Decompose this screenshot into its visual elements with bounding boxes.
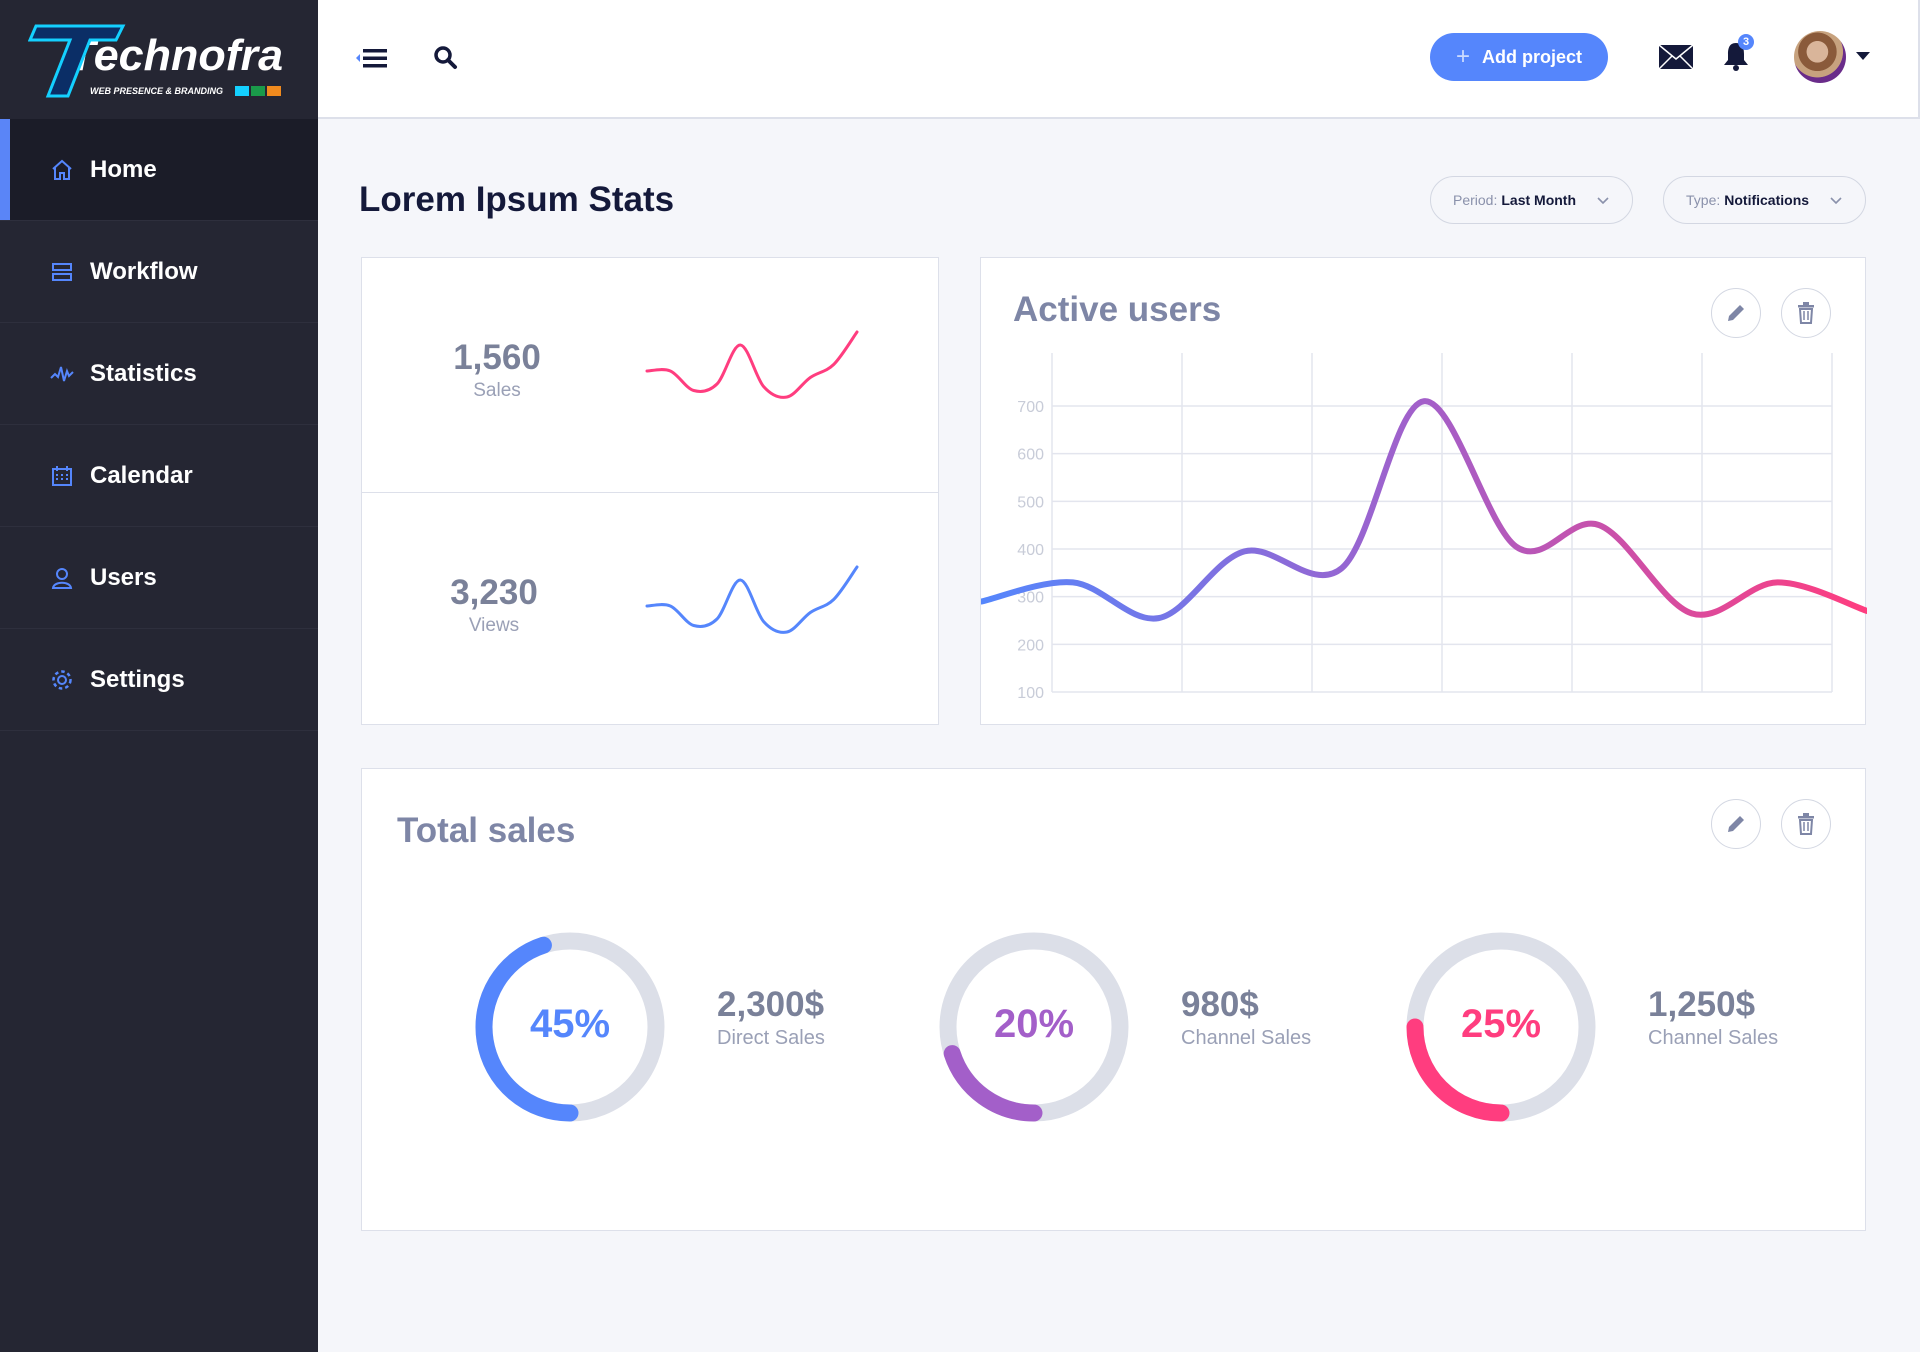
y-tick-label: 400 [1017, 542, 1044, 559]
calendar-icon [52, 465, 72, 486]
y-tick-label: 500 [1017, 494, 1044, 511]
sales-amount: 1,250$ [1648, 985, 1756, 1024]
donut-percent: 20% [993, 1002, 1075, 1046]
search-icon[interactable] [433, 45, 459, 71]
type-value: Notifications [1724, 192, 1810, 208]
trash-icon [1798, 302, 1814, 324]
views-value: 3,230 [450, 573, 538, 612]
y-tick-label: 600 [1017, 447, 1044, 464]
statistics-icon [50, 366, 74, 381]
y-tick-label: 100 [1017, 685, 1044, 702]
gear-icon [52, 669, 72, 690]
menu-toggle-icon[interactable] [356, 47, 388, 69]
mail-icon[interactable] [1658, 44, 1694, 70]
active-users-card: Active users 100 200 300 400 500 600 700 [980, 257, 1867, 725]
delete-button[interactable] [1781, 288, 1831, 338]
brand-tagline: WEB PRESENCE & BRANDING [90, 86, 223, 96]
sales-value: 1,560 [453, 338, 541, 377]
donut-arc [1406, 1018, 1510, 1122]
total-sales-card: Total sales 45% 2,300$ Direct Sales 20% 980$… [361, 768, 1866, 1231]
sales-sparkline [645, 330, 859, 399]
pencil-icon [1728, 305, 1744, 321]
pencil-icon [1728, 816, 1744, 832]
workflow-icon [52, 262, 72, 281]
stats-card: 1,560 Sales 3,230 Views [361, 257, 939, 725]
sales-summary: 2,300$ Direct Sales [717, 985, 825, 1050]
sidebar-item-users[interactable]: Users [0, 527, 318, 629]
active-users-chart: 100 200 300 400 500 600 700 [981, 353, 1867, 702]
trash-icon [1798, 813, 1814, 835]
delete-button[interactable] [1781, 799, 1831, 849]
active-users-title: Active users [1013, 290, 1222, 329]
edit-button[interactable] [1711, 799, 1761, 849]
y-tick-label: 300 [1017, 590, 1044, 607]
sales-label: Sales [473, 380, 521, 401]
edit-button[interactable] [1711, 288, 1761, 338]
sales-amount: 980$ [1181, 985, 1259, 1024]
period-key: Period: [1453, 192, 1498, 208]
sidebar-item-label: Workflow [90, 257, 198, 285]
sales-summary: 980$ Channel Sales [1181, 985, 1311, 1050]
top-header: + Add project 3 [318, 0, 1920, 119]
page-title: Lorem Ipsum Stats [359, 180, 675, 219]
donut-chart [939, 932, 1129, 1122]
type-key: Type: [1686, 192, 1721, 208]
add-project-button[interactable]: + Add project [1430, 33, 1608, 81]
sidebar-item-label: Settings [90, 665, 185, 693]
period-dropdown[interactable]: Period: Last Month [1430, 176, 1633, 224]
donut-percent: 25% [1460, 1002, 1542, 1046]
type-dropdown[interactable]: Type: Notifications [1663, 176, 1866, 224]
sidebar-item-settings[interactable]: Settings [0, 629, 318, 731]
logo[interactable]: Technofra WEB PRESENCE & BRANDING [0, 0, 318, 119]
active-users-line [981, 398, 1867, 622]
user-icon [51, 567, 73, 589]
sales-label: Direct Sales [717, 1027, 825, 1049]
sidebar-item-label: Users [90, 563, 157, 591]
sparkline-path [645, 330, 859, 399]
sidebar: Technofra WEB PRESENCE & BRANDING Home Wo… [0, 0, 318, 1352]
sidebar-item-statistics[interactable]: Statistics [0, 323, 318, 425]
sidebar-item-home[interactable]: Home [0, 119, 318, 221]
donut-percent: 45% [529, 1002, 611, 1046]
sales-stat: 1,560 Sales [407, 338, 587, 402]
sparkline-path [645, 565, 859, 634]
sidebar-item-label: Home [90, 155, 157, 183]
notification-badge: 3 [1738, 34, 1754, 50]
add-project-label: Add project [1482, 46, 1583, 67]
sales-label: Channel Sales [1648, 1027, 1779, 1049]
sidebar-item-label: Statistics [90, 359, 197, 387]
chevron-down-icon [1597, 197, 1609, 205]
sidebar-item-calendar[interactable]: Calendar [0, 425, 318, 527]
sales-summary: 1,250$ Channel Sales [1648, 985, 1778, 1050]
avatar[interactable] [1794, 31, 1846, 83]
sidebar-item-workflow[interactable]: Workflow [0, 221, 318, 323]
sales-label: Channel Sales [1181, 1027, 1312, 1049]
sidebar-item-label: Calendar [90, 461, 193, 489]
period-value: Last Month [1501, 192, 1577, 208]
views-stat: 3,230 Views [404, 573, 584, 637]
donut-arc [943, 1045, 1043, 1122]
sales-amount: 2,300$ [717, 985, 825, 1024]
plus-icon: + [1455, 43, 1470, 70]
y-tick-label: 200 [1017, 637, 1044, 654]
caret-down-icon[interactable] [1856, 52, 1870, 60]
chevron-down-icon [1830, 197, 1842, 205]
views-sparkline [645, 565, 859, 634]
home-icon [52, 159, 72, 180]
donut-chart [1406, 932, 1596, 1122]
technofra-logo: Technofra WEB PRESENCE & BRANDING [28, 24, 283, 97]
y-tick-label: 700 [1017, 399, 1044, 416]
total-sales-title: Total sales [397, 811, 576, 850]
donut-arc [475, 936, 579, 1122]
views-label: Views [468, 615, 520, 636]
donut-chart [475, 932, 665, 1122]
